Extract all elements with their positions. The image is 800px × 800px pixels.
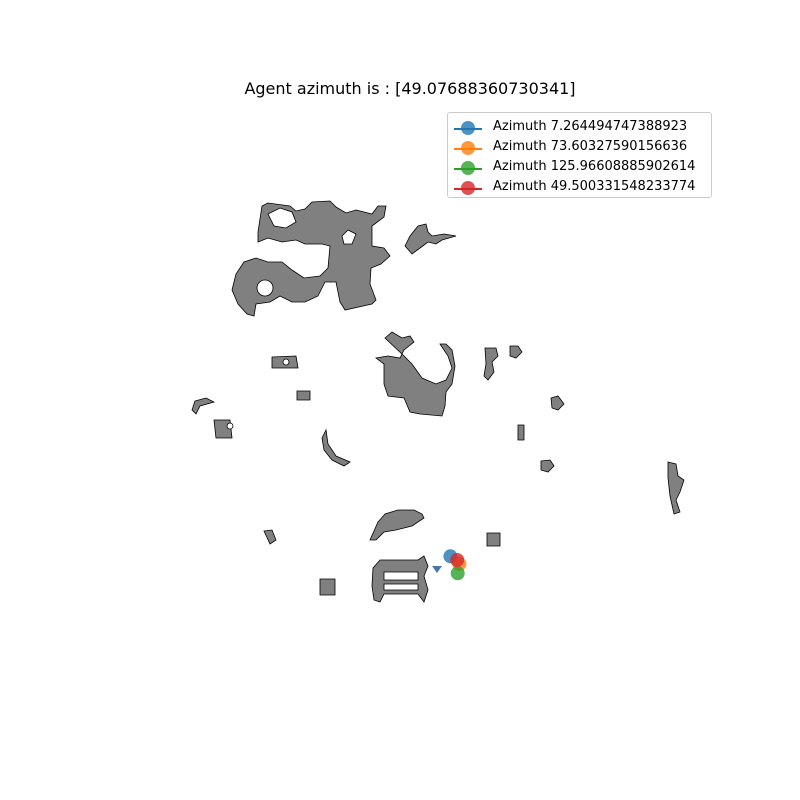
azimuth-point: [450, 566, 465, 581]
obstacle-region: [231, 200, 391, 317]
obstacle-region: [486, 532, 501, 547]
legend-label: Azimuth 73.60327590156636: [493, 139, 688, 154]
legend-marker: [461, 121, 475, 135]
obstacle-region: [517, 424, 525, 441]
obstacle-region: [263, 529, 277, 545]
legend-marker: [461, 181, 475, 195]
obstacle-region: [191, 397, 216, 415]
free-space-hole: [267, 207, 297, 229]
free-space: [226, 207, 419, 591]
obstacle-region: [319, 578, 336, 596]
obstacle-region: [483, 347, 499, 381]
agent-marker: [432, 566, 442, 573]
azimuth-points: [443, 549, 467, 581]
obstacle-map: [191, 200, 685, 603]
obstacle-region: [667, 461, 685, 515]
free-space-hole: [282, 358, 290, 366]
legend-entry: Azimuth 125.96608885902614: [454, 158, 709, 178]
legend-label: Azimuth 125.96608885902614: [493, 159, 696, 174]
legend-entry: Azimuth 7.264494747388923: [454, 118, 709, 138]
obstacle-region: [540, 459, 555, 473]
legend-marker: [461, 141, 475, 155]
free-space-hole: [383, 583, 419, 591]
obstacle-region: [369, 509, 425, 541]
obstacle-region: [375, 331, 456, 417]
obstacle-region: [296, 390, 311, 401]
free-space-hole: [383, 571, 419, 581]
free-space-hole: [226, 422, 234, 430]
legend-label: Azimuth 49.500331548233774: [493, 179, 696, 194]
azimuth-point: [450, 553, 465, 567]
free-space-hole: [341, 229, 357, 245]
legend: Azimuth 7.264494747388923 Azimuth 73.6032…: [447, 112, 712, 198]
free-space-hole: [256, 279, 274, 297]
obstacle-region: [509, 345, 523, 359]
obstacle-region: [321, 428, 351, 467]
legend-entry: Azimuth 73.60327590156636: [454, 138, 709, 158]
legend-marker: [461, 161, 475, 175]
legend-entry: Azimuth 49.500331548233774: [454, 178, 709, 198]
obstacle-region: [404, 223, 457, 255]
agent-icon: [432, 566, 442, 573]
chart-title: Agent azimuth is : [49.07688360730341]: [244, 79, 576, 98]
legend-label: Azimuth 7.264494747388923: [493, 119, 688, 134]
obstacle-region: [550, 395, 565, 411]
